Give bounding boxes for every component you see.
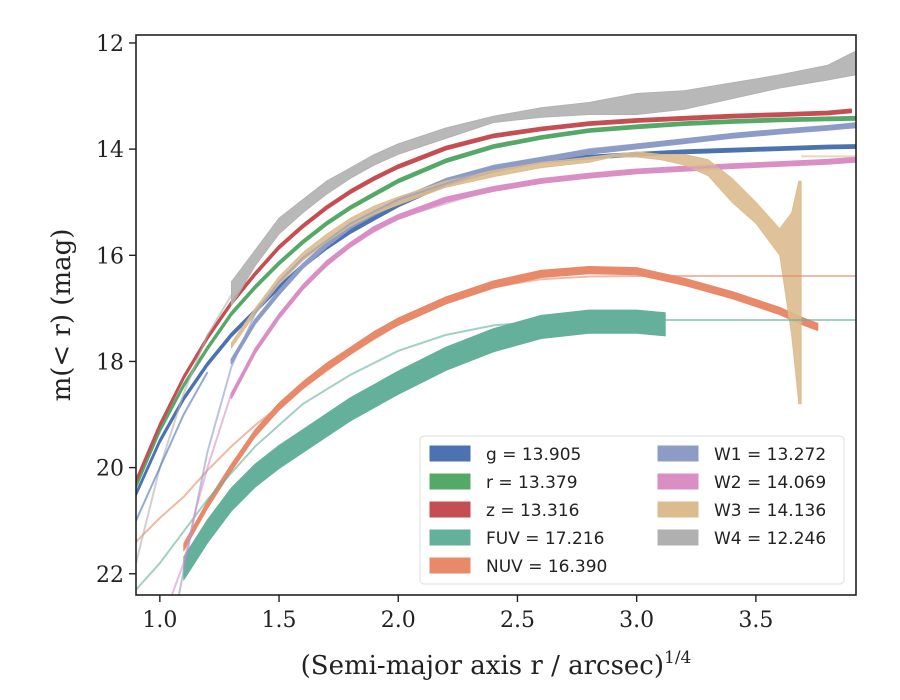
y-tick-label: 12	[96, 32, 124, 57]
model-curve-g	[136, 371, 209, 522]
x-tick-label: 2.0	[381, 608, 416, 633]
y-tick-label: 14	[96, 138, 124, 163]
legend-swatch-W4	[657, 529, 699, 546]
legend-label-z: z = 13.316	[486, 501, 579, 521]
legend-box	[419, 435, 845, 585]
x-tick-label: 1.5	[262, 608, 297, 633]
model-curve-FUV	[136, 319, 856, 591]
y-axis-label: m(< r) (mag)	[47, 229, 77, 402]
x-axis-label-exponent: 1/4	[664, 648, 691, 668]
series-band-FUV	[183, 309, 666, 581]
legend-swatch-r	[429, 473, 471, 490]
x-axis-label: (Semi-major axis r / arcsec)1/4	[301, 648, 692, 681]
x-tick-label: 1.0	[142, 608, 177, 633]
model-curves	[136, 124, 856, 595]
legend-swatch-FUV	[429, 529, 471, 546]
y-tick-label: 18	[96, 350, 124, 375]
legend-swatch-W1	[657, 445, 699, 462]
legend-swatch-g	[429, 445, 471, 462]
y-tick-label: 22	[96, 563, 124, 588]
series-band-z	[136, 108, 853, 484]
legend-label-r: r = 13.379	[486, 473, 578, 493]
legend-label-W4: W4 = 12.246	[714, 529, 826, 549]
plot-frame	[135, 34, 857, 596]
y-tick-label: 20	[96, 457, 124, 482]
legend-label-FUV: FUV = 17.216	[486, 529, 604, 549]
legend-label-W1: W1 = 13.272	[714, 445, 826, 465]
legend: g = 13.905 r = 13.379 z = 13.316 FUV = 17.2…	[419, 435, 845, 585]
x-axis: 1.0 1.5 2.0 2.5 3.0 3.5	[142, 595, 773, 633]
legend-swatch-z	[429, 501, 471, 518]
model-curve-W2	[170, 159, 856, 595]
x-tick-label: 3.0	[619, 608, 654, 633]
y-axis: 12 14 16 18 20 22	[96, 32, 136, 588]
model-curve-W4	[136, 294, 233, 564]
series-band-W2	[230, 156, 856, 399]
legend-label-W3: W3 = 14.136	[714, 501, 826, 521]
series-band-W4	[230, 50, 856, 307]
legend-label-NUV: NUV = 16.390	[486, 557, 607, 577]
x-tick-label: 3.5	[738, 608, 773, 633]
legend-label-g: g = 13.905	[486, 445, 581, 465]
legend-swatch-W2	[657, 473, 699, 490]
legend-label-W2: W2 = 14.069	[714, 473, 826, 493]
series-band-r	[136, 115, 856, 489]
series-band-W3	[230, 151, 802, 405]
legend-swatch-NUV	[429, 557, 471, 574]
y-tick-label: 16	[96, 244, 124, 269]
legend-swatch-W3	[657, 501, 699, 518]
model-curve-W1	[177, 124, 856, 595]
x-tick-label: 2.5	[500, 608, 535, 633]
